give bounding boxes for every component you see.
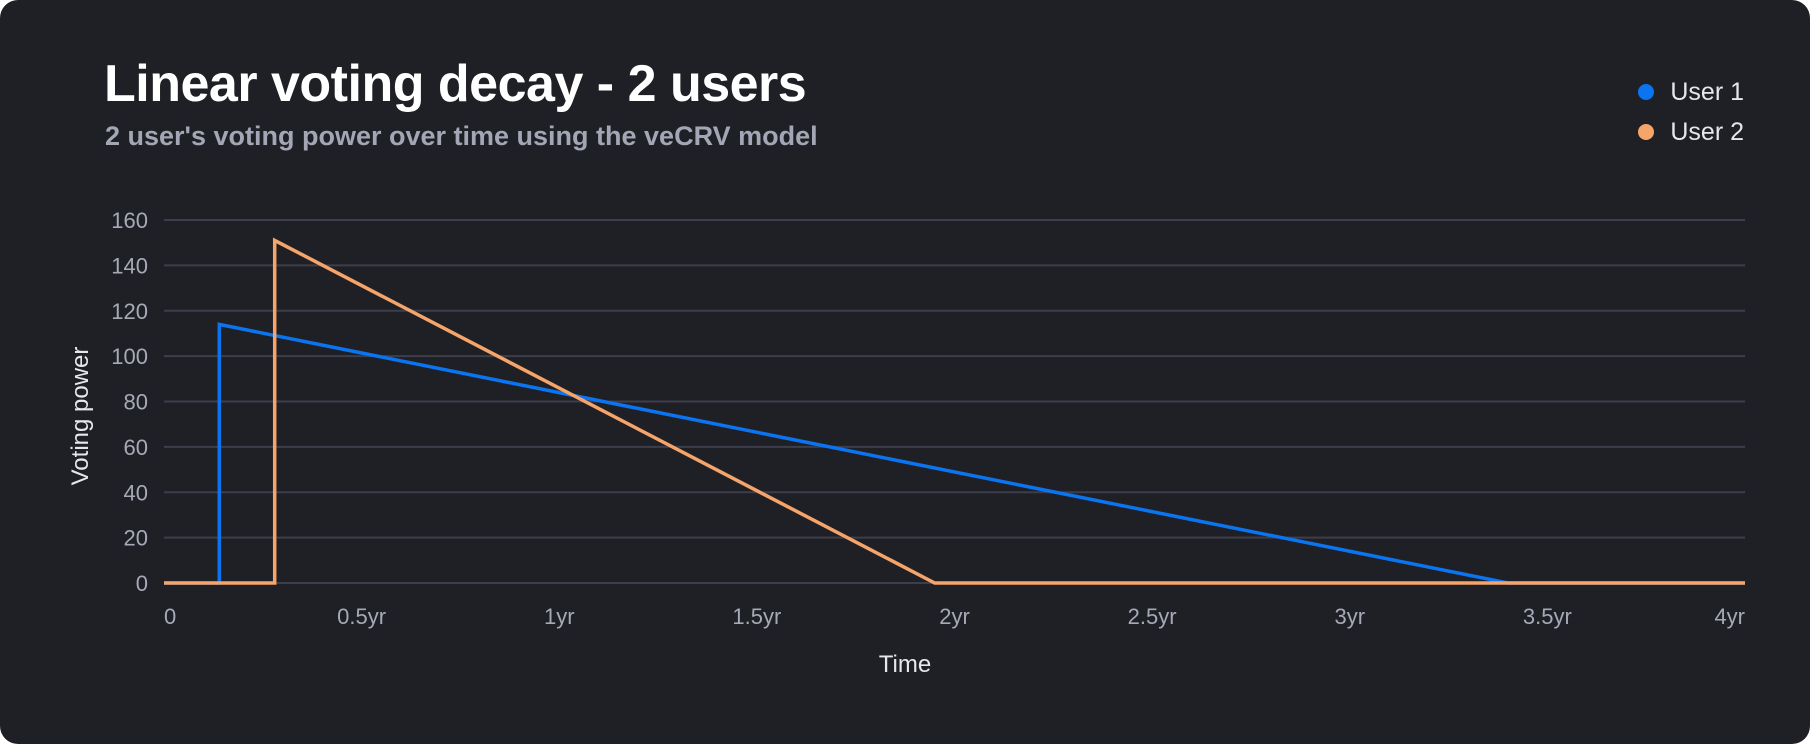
x-tick-label: 3yr xyxy=(1334,604,1365,629)
legend-item-user-1: User 1 xyxy=(1638,72,1744,112)
series-lines xyxy=(164,237,1745,585)
y-tick-label: 40 xyxy=(124,480,148,505)
y-tick-label: 160 xyxy=(111,208,148,233)
x-tick-label: 2yr xyxy=(939,604,970,629)
legend: User 1 User 2 xyxy=(1638,72,1744,152)
x-tick-label: 0 xyxy=(164,604,176,629)
legend-label-user-2: User 2 xyxy=(1670,117,1744,146)
x-tick-label: 1.5yr xyxy=(732,604,781,629)
y-axis-ticks: 0 20 40 60 80 100 120 140 160 xyxy=(111,208,148,596)
x-tick-label: 1yr xyxy=(544,604,575,629)
y-tick-label: 80 xyxy=(124,390,148,415)
series-line-user-2 xyxy=(164,237,1745,585)
x-tick-label: 0.5yr xyxy=(337,604,386,629)
y-tick-label: 100 xyxy=(111,344,148,369)
y-axis-label: Voting power xyxy=(67,347,94,486)
x-tick-label: 4yr xyxy=(1714,604,1745,629)
x-tick-label: 3.5yr xyxy=(1523,604,1572,629)
y-tick-label: 20 xyxy=(124,526,148,551)
y-tick-label: 0 xyxy=(136,571,148,596)
gridlines xyxy=(164,219,1745,584)
x-axis-ticks: 0 0.5yr 1yr 1.5yr 2yr 2.5yr 3yr 3.5yr 4yr xyxy=(164,604,1745,629)
y-tick-label: 60 xyxy=(124,435,148,460)
series-line-user-1 xyxy=(164,322,1745,585)
legend-swatch-user-2 xyxy=(1638,124,1655,140)
legend-swatch-user-1 xyxy=(1638,84,1655,100)
y-tick-label: 140 xyxy=(111,253,148,278)
x-axis-label: Time xyxy=(879,651,931,678)
y-tick-label: 120 xyxy=(111,299,148,324)
x-tick-label: 2.5yr xyxy=(1128,604,1177,629)
legend-label-user-1: User 1 xyxy=(1670,77,1744,106)
legend-item-user-2: User 2 xyxy=(1638,112,1744,152)
chart-subtitle: 2 user's voting power over time using th… xyxy=(105,121,818,151)
chart-title: Linear voting decay - 2 users xyxy=(104,55,807,113)
